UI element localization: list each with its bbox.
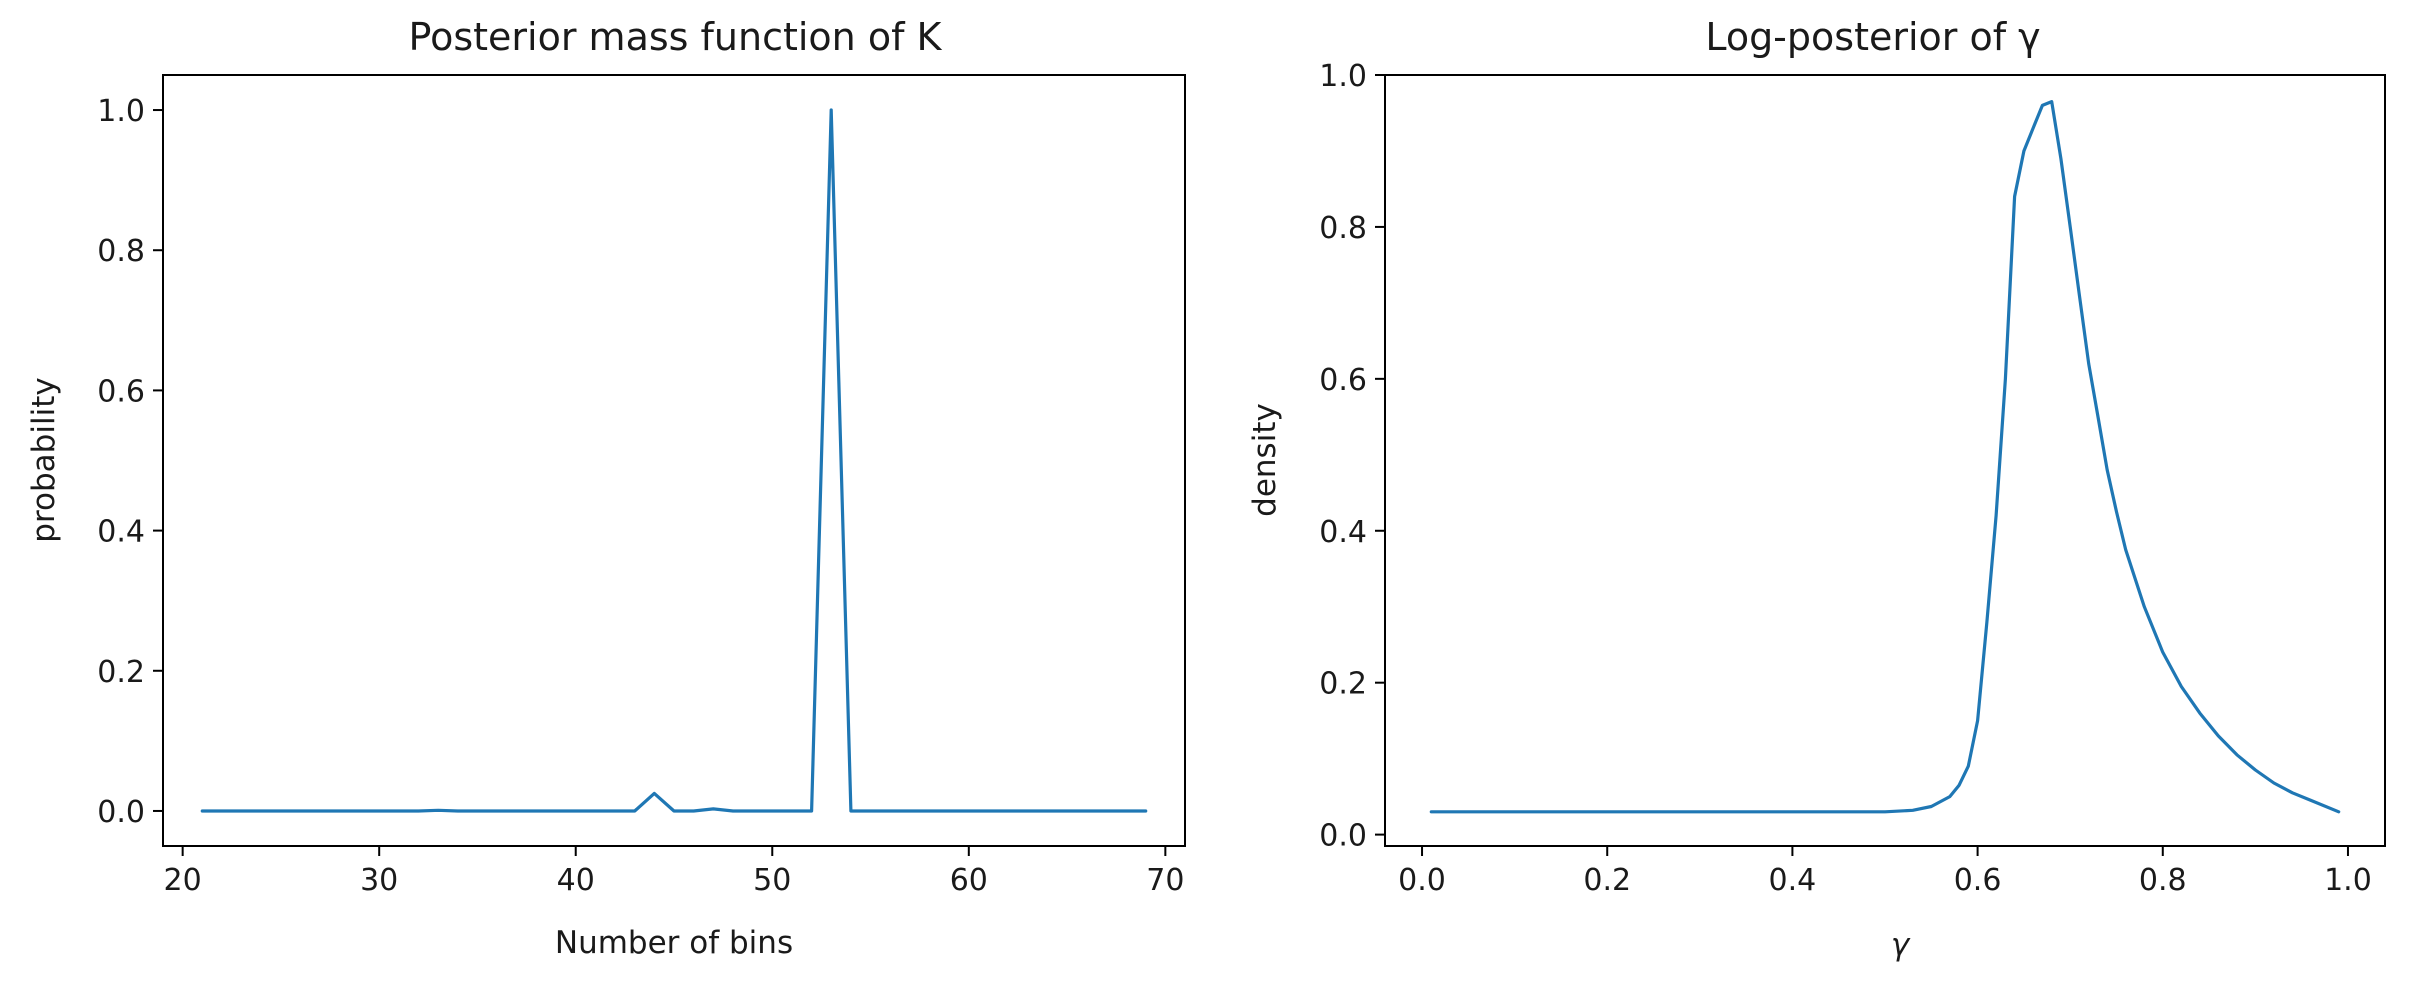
x-tick-label: 0.6 [1954,863,2002,898]
y-tick-label: 0.2 [1319,667,1367,702]
x-tick-label: 0.4 [1769,863,1817,898]
chart-title: Posterior mass function of K [409,15,943,59]
x-tick-label: 40 [557,863,595,898]
x-tick-label: 70 [1146,863,1184,898]
y-tick-label: 1.0 [97,94,145,129]
x-tick-label: 1.0 [2324,863,2372,898]
chart-title: Log-posterior of γ [1705,15,2040,59]
y-tick-label: 0.4 [1319,515,1367,550]
y-tick-label: 0.0 [1319,819,1367,854]
x-tick-label: 0.2 [1583,863,1631,898]
plot-area [200,108,1148,813]
x-axis-label: Number of bins [555,925,793,961]
y-tick-label: 0.0 [97,795,145,830]
x-tick-label: 50 [753,863,791,898]
y-tick-label: 0.6 [97,374,145,409]
tick-group: 0.0 0.2 0.4 0.6 0.8 1.0 0.0 0.2 0.4 0.6 0.8 1.0 [1319,59,2372,898]
chart-panel-posterior-mass: Posterior mass function of K 20 30 40 50 60 7… [26,15,1186,961]
x-tick-label: 20 [164,863,202,898]
y-tick-label: 0.6 [1319,363,1367,398]
series-line [1429,99,2341,814]
x-tick-label: 0.8 [2139,863,2187,898]
y-tick-label: 0.8 [97,234,145,269]
y-axis-label: density [1247,403,1283,517]
y-tick-label: 0.4 [97,515,145,550]
axes-frame [162,74,1186,847]
y-tick-label: 0.2 [97,655,145,690]
y-tick-label: 1.0 [1319,59,1367,94]
plot-area [1429,99,2341,814]
x-tick-label: 30 [360,863,398,898]
chart-panel-log-posterior: Log-posterior of γ 0.0 0.2 0.4 0.6 0.8 1.00.0… [1247,15,2386,963]
x-axis-label: γ [1891,927,1911,963]
series-line [200,108,1148,813]
x-tick-label: 60 [950,863,988,898]
y-axis-label: probability [26,377,62,542]
x-tick-label: 0.0 [1398,863,1446,898]
axes-frame [1384,74,2386,847]
y-tick-label: 0.8 [1319,211,1367,246]
tick-group: 20 30 40 50 60 70 0.0 0.2 0.4 0.6 0.8 1.0 [97,94,1184,898]
